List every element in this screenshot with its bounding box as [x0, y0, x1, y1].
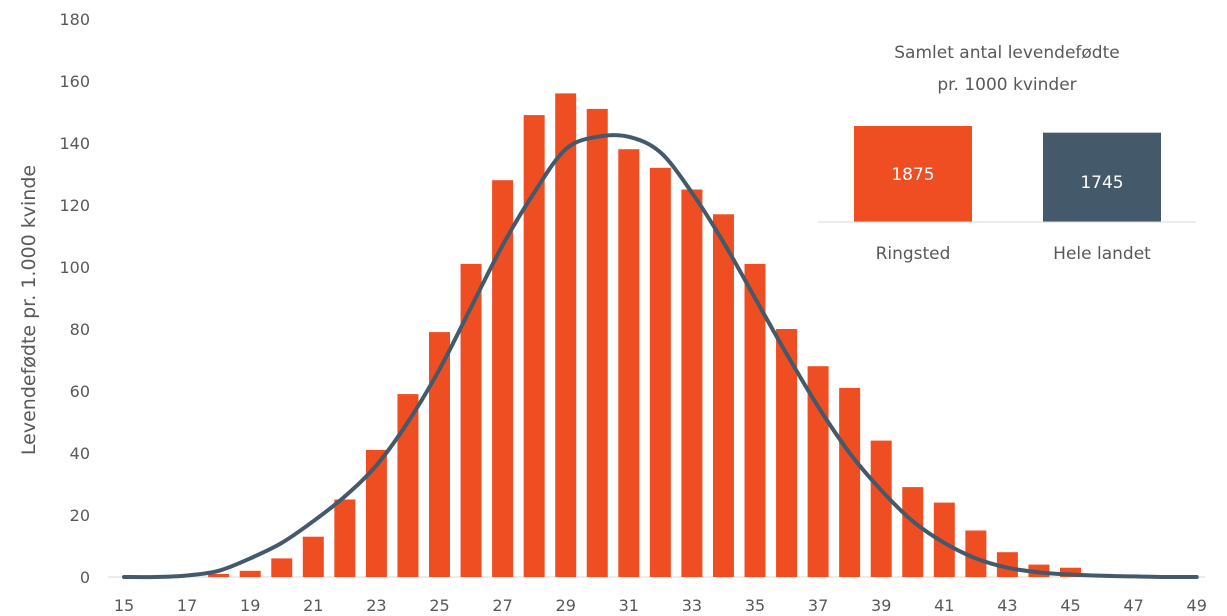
x-tick-label: 43: [997, 596, 1017, 615]
bar-age-36: [776, 329, 798, 577]
bar-age-38: [839, 387, 861, 577]
inset-title-line-1: Samlet antal levendefødte: [894, 43, 1119, 63]
y-tick-label: 120: [59, 196, 90, 215]
bar-age-35: [744, 263, 766, 577]
bar-age-33: [681, 189, 703, 577]
inset-bar-ringsted: [854, 126, 972, 222]
bar-age-30: [586, 108, 608, 578]
inset-bars: [854, 126, 1161, 222]
bar-age-27: [492, 180, 514, 577]
x-tick-label: 49: [1187, 596, 1207, 615]
x-tick-label: 19: [240, 596, 260, 615]
x-tick-label: 23: [366, 596, 386, 615]
y-tick-label: 160: [59, 72, 90, 91]
line-series-hele-landet: [122, 133, 1199, 580]
bar-age-25: [429, 332, 450, 577]
x-axis-ticks: 15 17 19 21 23 25 27 29 31 33 35 37 39 41 43 45 47 49: [114, 596, 1207, 615]
inset-title-line-2: pr. 1000 kvinder: [937, 75, 1076, 95]
bar-age-19: [239, 570, 261, 577]
inset-category-hele-landet: Hele landet: [1053, 244, 1151, 264]
bar-age-22: [334, 499, 356, 577]
x-tick-label: 45: [1060, 596, 1080, 615]
y-tick-label: 80: [70, 320, 90, 339]
y-tick-label: 100: [59, 258, 90, 277]
x-tick-label: 35: [745, 596, 765, 615]
bar-age-20: [271, 558, 293, 577]
inset-value-ringsted: 1875: [891, 165, 934, 185]
bar-age-28: [523, 115, 545, 577]
bar-age-45: [1060, 567, 1081, 577]
bar-age-31: [618, 149, 640, 577]
bar-age-34: [712, 214, 734, 578]
bar-age-41: [933, 502, 955, 577]
y-axis-label: Levendefødte pr. 1.000 kvinde: [18, 165, 40, 455]
x-tick-label: 15: [114, 596, 134, 615]
y-axis-ticks: 0 20 40 60 80 100 120 140 160 180: [59, 10, 90, 587]
x-tick-label: 47: [1123, 596, 1143, 615]
x-tick-label: 37: [808, 596, 828, 615]
x-tick-label: 39: [871, 596, 891, 615]
bar-age-21: [302, 536, 324, 577]
bar-age-26: [460, 263, 482, 577]
y-tick-label: 60: [70, 382, 90, 401]
bar-age-37: [807, 366, 829, 577]
bar-age-43: [996, 552, 1018, 577]
y-tick-label: 180: [59, 10, 90, 29]
x-tick-label: 31: [619, 596, 639, 615]
x-tick-label: 41: [934, 596, 954, 615]
bar-age-32: [649, 167, 671, 578]
y-tick-label: 40: [70, 444, 90, 463]
inset-chart: Samlet antal levendefødte pr. 1000 kvind…: [818, 43, 1196, 264]
x-tick-label: 27: [492, 596, 512, 615]
y-tick-label: 140: [59, 134, 90, 153]
bar-age-39: [870, 440, 892, 577]
x-tick-label: 33: [682, 596, 702, 615]
x-tick-label: 17: [177, 596, 197, 615]
bar-age-40: [902, 487, 924, 577]
bar-age-42: [965, 530, 987, 577]
y-tick-label: 20: [70, 506, 90, 525]
x-tick-label: 21: [303, 596, 323, 615]
bar-age-23: [365, 449, 387, 577]
inset-bar-hele-landet: [1043, 132, 1161, 222]
bar-series-ringsted: [208, 93, 1113, 578]
bar-age-18: [208, 573, 230, 577]
inset-value-hele-landet: 1745: [1080, 173, 1123, 193]
y-tick-label: 0: [80, 568, 90, 587]
x-tick-label: 25: [429, 596, 449, 615]
inset-category-ringsted: Ringsted: [876, 244, 951, 264]
bar-age-29: [555, 93, 577, 578]
bar-age-24: [397, 394, 419, 577]
x-tick-label: 29: [556, 596, 576, 615]
